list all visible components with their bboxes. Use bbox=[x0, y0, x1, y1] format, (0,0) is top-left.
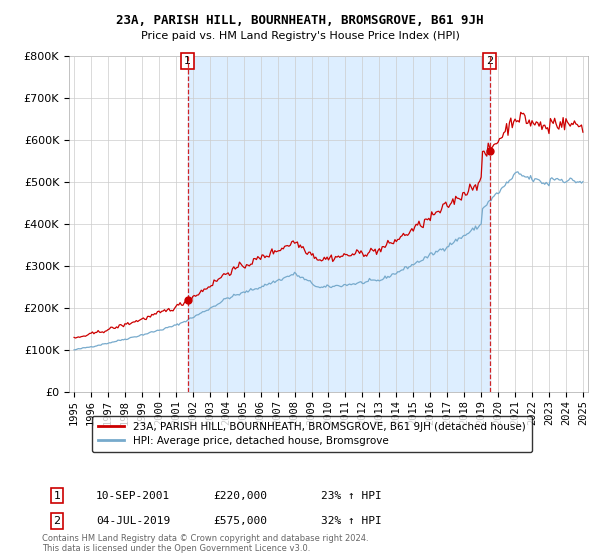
Text: 32% ↑ HPI: 32% ↑ HPI bbox=[321, 516, 382, 526]
Text: 23A, PARISH HILL, BOURNHEATH, BROMSGROVE, B61 9JH: 23A, PARISH HILL, BOURNHEATH, BROMSGROVE… bbox=[116, 14, 484, 27]
Text: £575,000: £575,000 bbox=[213, 516, 267, 526]
Text: £220,000: £220,000 bbox=[213, 491, 267, 501]
Text: 1: 1 bbox=[53, 491, 61, 501]
Text: 23% ↑ HPI: 23% ↑ HPI bbox=[321, 491, 382, 501]
Text: 10-SEP-2001: 10-SEP-2001 bbox=[96, 491, 170, 501]
Text: Contains HM Land Registry data © Crown copyright and database right 2024.
This d: Contains HM Land Registry data © Crown c… bbox=[42, 534, 368, 553]
Bar bbox=[188, 56, 490, 392]
Text: 04-JUL-2019: 04-JUL-2019 bbox=[96, 516, 170, 526]
Text: Price paid vs. HM Land Registry's House Price Index (HPI): Price paid vs. HM Land Registry's House … bbox=[140, 31, 460, 41]
Text: 2: 2 bbox=[486, 56, 493, 66]
Legend: 23A, PARISH HILL, BOURNHEATH, BROMSGROVE, B61 9JH (detached house), HPI: Average: 23A, PARISH HILL, BOURNHEATH, BROMSGROVE… bbox=[92, 416, 532, 452]
Text: 2: 2 bbox=[53, 516, 61, 526]
Text: 1: 1 bbox=[184, 56, 191, 66]
